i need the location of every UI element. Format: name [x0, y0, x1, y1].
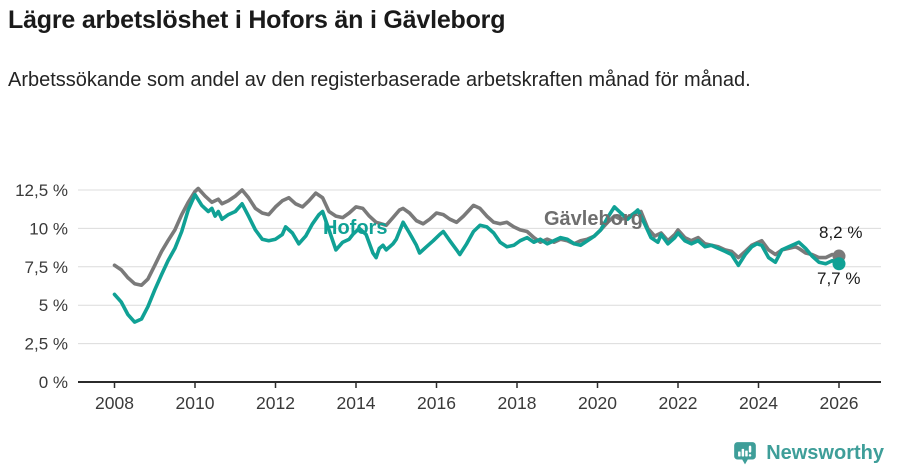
end-value-hofors: 7,7 % — [817, 269, 861, 288]
x-tick-label: 2012 — [256, 393, 295, 413]
x-tick-label: 2022 — [659, 393, 698, 413]
hofors-end-dot — [832, 257, 846, 271]
x-tick-label: 2018 — [498, 393, 537, 413]
x-tick-label: 2026 — [820, 393, 859, 413]
line-chart: 0 % 2,5 % 5 % 7,5 % 10 % 12,5 % 2008 2010 2012 20… — [0, 155, 900, 425]
newsworthy-attribution: Newsworthy — [732, 440, 884, 466]
end-value-gavleborg: 8,2 % — [819, 223, 863, 242]
x-tick-label: 2008 — [95, 393, 134, 413]
hofors-line — [112, 192, 841, 324]
plot-svg: 0 % 2,5 % 5 % 7,5 % 10 % 12,5 % 2008 2010 2012 20… — [15, 181, 881, 413]
y-tick-label: 7,5 % — [25, 258, 68, 277]
x-tick-label: 2020 — [578, 393, 617, 413]
x-tick-label: 2014 — [337, 393, 376, 413]
x-tick-label: 2024 — [739, 393, 778, 413]
newsworthy-logo-icon — [734, 442, 757, 465]
x-tick-label: 2010 — [176, 393, 215, 413]
series-label-hofors: Hofors — [323, 217, 388, 239]
y-tick-label: 0 % — [39, 373, 68, 392]
y-tick-label: 10 % — [29, 219, 68, 238]
x-tick-label: 2016 — [417, 393, 456, 413]
series-label-gavleborg: Gävleborg — [544, 208, 643, 230]
y-tick-label: 12,5 % — [15, 181, 68, 200]
page-title: Lägre arbetslöshet i Hofors än i Gävlebo… — [8, 6, 506, 34]
y-tick-label: 2,5 % — [25, 335, 68, 354]
y-tick-label: 5 % — [39, 296, 68, 315]
newsworthy-wordmark: Newsworthy — [766, 441, 884, 464]
gavleborg-line — [112, 186, 841, 287]
chart-subtitle: Arbetssökande som andel av den registerb… — [8, 69, 751, 91]
